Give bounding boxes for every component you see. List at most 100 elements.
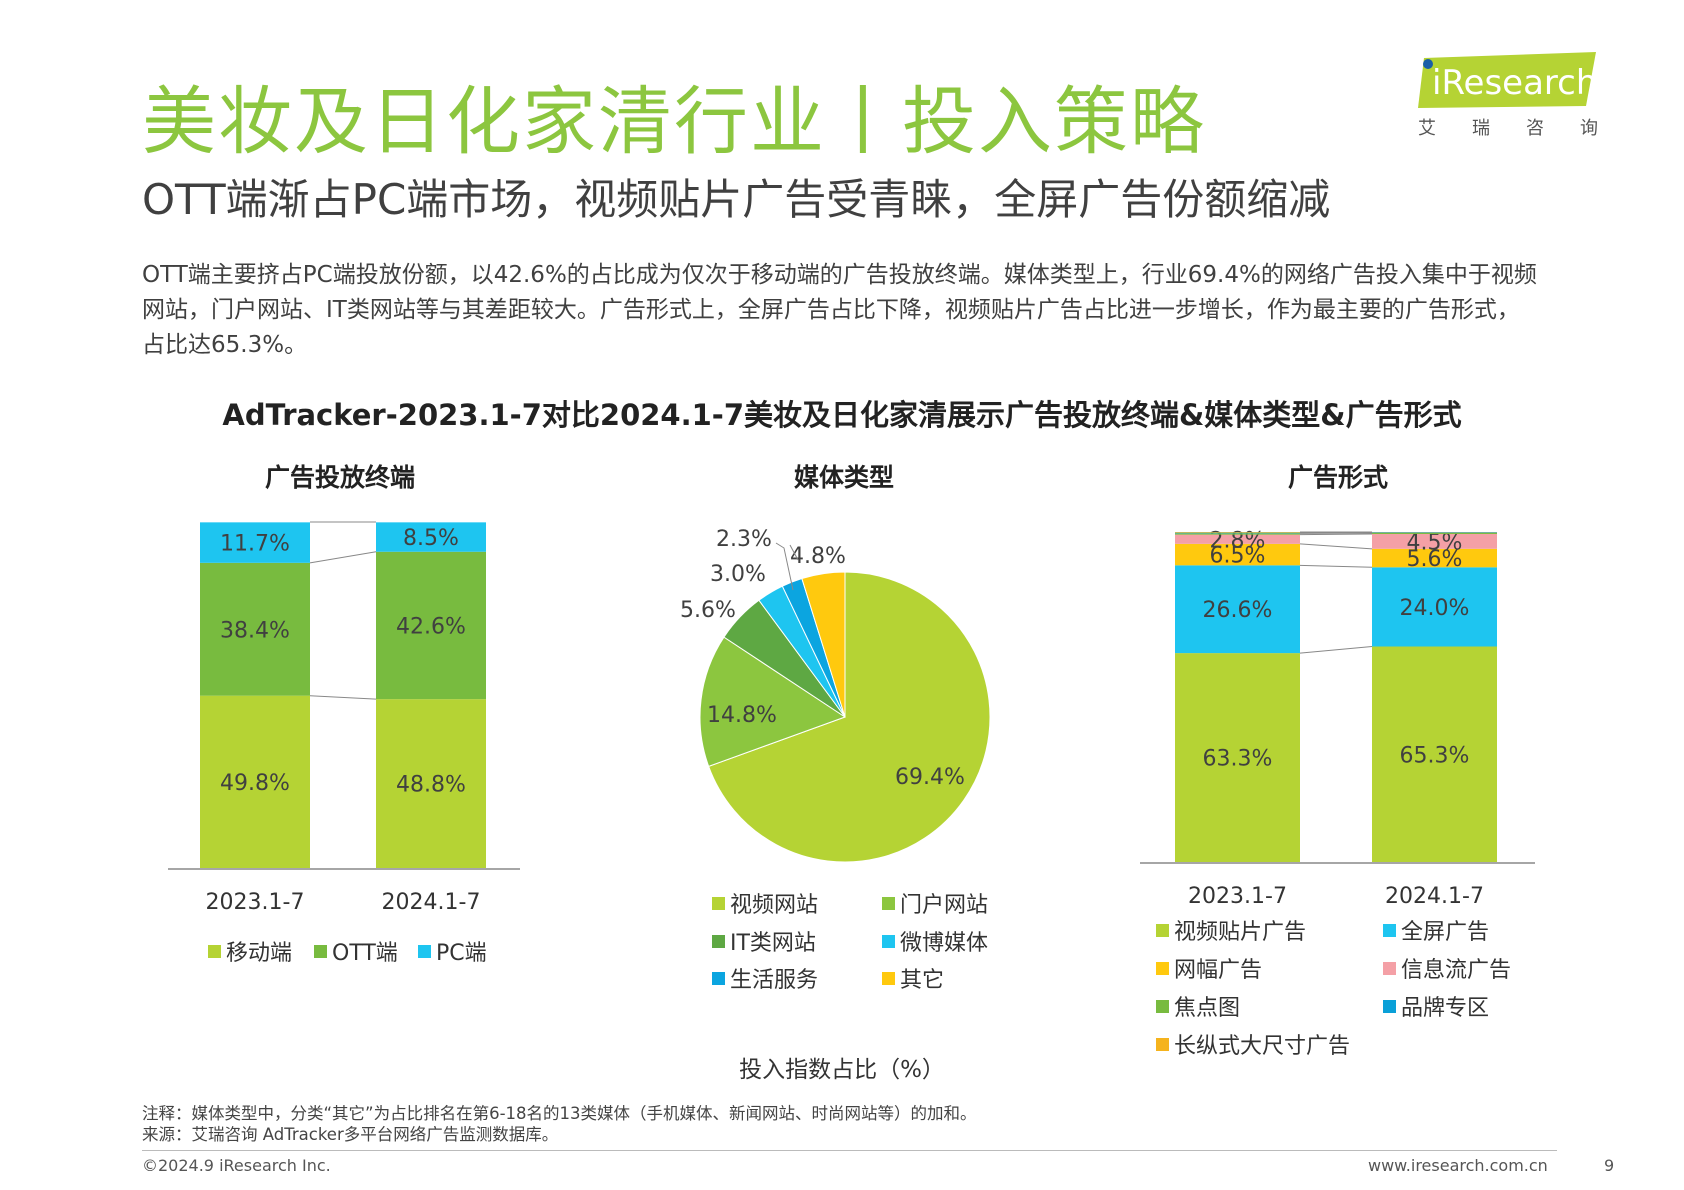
bar-segment bbox=[1372, 533, 1497, 549]
data-label: 49.8% bbox=[220, 771, 290, 796]
bar-segment bbox=[200, 522, 310, 563]
legend-label: 品牌专区 bbox=[1401, 996, 1490, 1021]
footer-url: www.iresearch.com.cn bbox=[1368, 1156, 1548, 1175]
data-label: 38.4% bbox=[220, 618, 290, 643]
legend-swatch bbox=[1156, 923, 1169, 937]
pie-slice bbox=[708, 571, 991, 863]
legend-item: 移动端 bbox=[208, 935, 292, 967]
legend-item: 长纵式大尺寸广告 bbox=[1156, 1028, 1350, 1060]
legend-label: 微博媒体 bbox=[900, 931, 989, 956]
format-stacked-bar-chart: 63.3%26.6%6.5%2.8%2023.1-765.3%24.0%5.6%… bbox=[1140, 528, 1535, 909]
x-tick-label: 2023.1-7 bbox=[206, 890, 305, 915]
legend-swatch bbox=[1156, 961, 1169, 975]
x-tick-label: 2024.1-7 bbox=[1385, 884, 1484, 909]
legend-label: OTT端 bbox=[332, 941, 398, 966]
legend-label: 门户网站 bbox=[900, 893, 989, 918]
footer-copyright: ©2024.9 iResearch Inc. bbox=[142, 1156, 331, 1175]
bar-segment bbox=[376, 699, 486, 868]
slice-label: 4.8% bbox=[790, 544, 846, 569]
logo-shape-icon: iResearch bbox=[1418, 52, 1597, 108]
legend-swatch bbox=[1383, 999, 1396, 1013]
media-chart-title: 媒体类型 bbox=[793, 463, 894, 492]
data-label: 26.6% bbox=[1203, 598, 1273, 623]
connector-line bbox=[309, 695, 377, 700]
chart-main-title: AdTracker-2023.1-7对比2024.1-7美妆及日化家清展示广告投… bbox=[222, 398, 1462, 432]
data-label: 8.5% bbox=[403, 526, 459, 551]
logo-char: 询 bbox=[1580, 118, 1598, 139]
legend-swatch bbox=[418, 944, 431, 958]
page-number: 9 bbox=[1604, 1156, 1615, 1175]
format-chart-title: 广告形式 bbox=[1287, 463, 1388, 492]
bar-segment bbox=[376, 522, 486, 552]
legend-swatch bbox=[882, 934, 895, 948]
logo-char: 瑞 bbox=[1472, 118, 1490, 139]
legend-item: 微博媒体 bbox=[882, 925, 988, 957]
data-source: 来源：艾瑞咨询 AdTracker多平台网络广告监测数据库。 bbox=[142, 1125, 559, 1144]
legend-label: 全屏广告 bbox=[1401, 920, 1490, 945]
legend-label: 长纵式大尺寸广告 bbox=[1174, 1034, 1351, 1059]
data-label: 65.3% bbox=[1400, 743, 1470, 768]
terminal-stacked-bar-chart: 49.8% 38.4% 11.7% 2023.1-7 48.8% 42.6% 8.5% 202… bbox=[168, 521, 520, 915]
x-tick-label: 2024.1-7 bbox=[382, 890, 481, 915]
data-label: 4.5% bbox=[1407, 530, 1463, 555]
bar-segment bbox=[376, 551, 486, 700]
connector-line bbox=[1299, 543, 1373, 550]
legend-label: 焦点图 bbox=[1174, 996, 1241, 1021]
data-label: 63.3% bbox=[1203, 747, 1273, 772]
legend-swatch bbox=[882, 896, 895, 910]
pie-slice bbox=[801, 571, 846, 718]
bar-segment bbox=[1175, 565, 1300, 654]
legend-swatch bbox=[1156, 1037, 1169, 1051]
legend-swatch bbox=[882, 971, 895, 985]
legend-swatch bbox=[1156, 999, 1169, 1013]
legend-item: 门户网站 bbox=[882, 887, 988, 919]
legend-label: 移动端 bbox=[226, 941, 293, 966]
legend-swatch bbox=[712, 934, 725, 948]
legend-label: 网幅广告 bbox=[1174, 958, 1263, 983]
iresearch-logo: iResearch bbox=[1418, 52, 1598, 110]
slice-label: 2.3% bbox=[716, 527, 772, 552]
legend-label: 生活服务 bbox=[730, 968, 819, 993]
legend-label: IT类网站 bbox=[730, 931, 816, 956]
legend-item: IT类网站 bbox=[712, 925, 816, 957]
bar-segment bbox=[1175, 534, 1300, 544]
bar-segment bbox=[200, 695, 310, 868]
bar-segment bbox=[1175, 543, 1300, 566]
logo-chinese-name: 艾 瑞 咨 询 bbox=[1418, 114, 1598, 140]
data-label: 5.6% bbox=[1407, 547, 1463, 572]
bar-segment bbox=[1372, 548, 1497, 568]
slice-label: 3.0% bbox=[710, 562, 766, 587]
legend-swatch bbox=[314, 944, 327, 958]
connector-line bbox=[1299, 533, 1373, 536]
chart-note: 注释：媒体类型中，分类“其它”为占比排名在第6-18名的13类媒体（手机媒体、新… bbox=[142, 1104, 977, 1123]
footer-divider bbox=[142, 1150, 1557, 1151]
legend-item: OTT端 bbox=[314, 935, 398, 967]
summary-paragraph: OTT端主要挤占PC端投放份额，以42.6%的占比成为仅次于移动端的广告投放终端… bbox=[142, 262, 1537, 358]
bar-segment bbox=[1175, 533, 1300, 535]
legend-swatch bbox=[1383, 923, 1396, 937]
legend-label: 视频网站 bbox=[730, 893, 819, 918]
legend-item: 其它 bbox=[882, 962, 944, 994]
bar-segment bbox=[1175, 532, 1300, 534]
legend-item: 焦点图 bbox=[1156, 990, 1240, 1022]
data-label: 48.8% bbox=[396, 773, 466, 798]
data-label: 6.5% bbox=[1210, 544, 1266, 569]
slice-label: 69.4% bbox=[895, 765, 965, 790]
legend-swatch bbox=[712, 971, 725, 985]
logo-char: 咨 bbox=[1526, 118, 1544, 139]
bar-segment bbox=[1372, 646, 1497, 862]
leader-line bbox=[775, 542, 794, 591]
leader-line bbox=[789, 544, 799, 561]
slice-label: 14.8% bbox=[707, 703, 777, 728]
logo-wordmark: iResearch bbox=[1432, 63, 1597, 103]
legend-swatch bbox=[1383, 961, 1396, 975]
legend-item: 全屏广告 bbox=[1383, 914, 1489, 946]
media-pie-chart: 69.4% 14.8% 5.6% 3.0% 2.3% 4.8% bbox=[680, 527, 991, 863]
legend-label: 其它 bbox=[900, 968, 945, 993]
x-axis-caption: 投入指数占比（%） bbox=[739, 1057, 945, 1083]
data-label: 42.6% bbox=[396, 614, 466, 639]
legend-swatch bbox=[208, 944, 221, 958]
legend-item: 视频贴片广告 bbox=[1156, 914, 1306, 946]
page-title: 美妆及日化家清行业丨投入策略 bbox=[142, 79, 1206, 165]
